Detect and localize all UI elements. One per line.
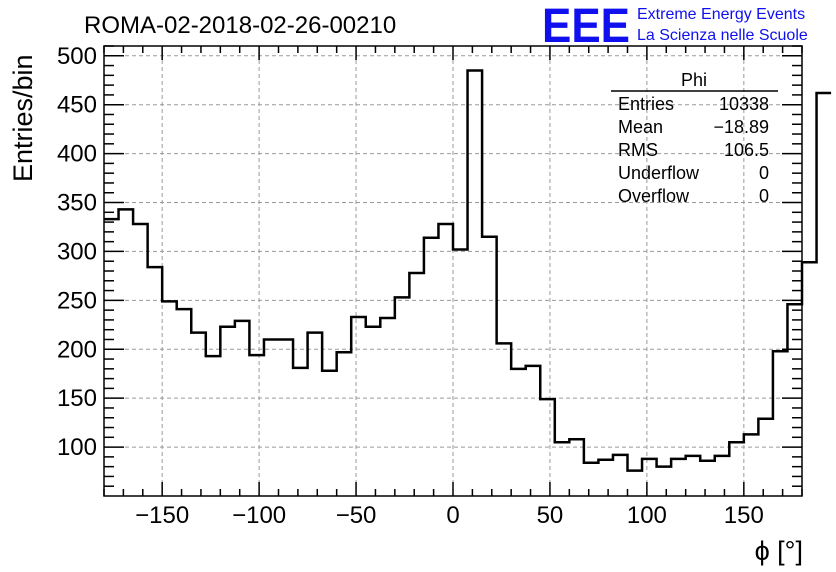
stats-label: Overflow bbox=[618, 186, 690, 206]
x-tick-label: 50 bbox=[537, 502, 564, 529]
x-tick-label: −150 bbox=[135, 502, 189, 529]
x-tick-label: 150 bbox=[724, 502, 764, 529]
stats-label: RMS bbox=[618, 140, 658, 160]
axis-ticks bbox=[103, 45, 803, 496]
x-tick-label: 100 bbox=[627, 502, 667, 529]
stats-label: Entries bbox=[618, 94, 674, 114]
y-tick-label: 500 bbox=[57, 43, 97, 70]
x-tick-label: −50 bbox=[336, 502, 377, 529]
stats-value: 0 bbox=[759, 163, 769, 183]
x-tick-label: 0 bbox=[446, 502, 459, 529]
y-tick-label: 250 bbox=[57, 287, 97, 314]
stats-value: 10338 bbox=[719, 94, 769, 114]
y-tick-label: 300 bbox=[57, 238, 97, 265]
x-axis-title: ϕ [°] bbox=[755, 536, 803, 566]
grid-lines bbox=[104, 46, 802, 496]
y-axis-title: Entries/bin bbox=[8, 54, 38, 182]
logo-line-2: La Scienza nelle Scuole bbox=[637, 27, 808, 44]
stats-label: Underflow bbox=[618, 163, 700, 183]
stats-box: Phi Entries 10338 Mean −18.89 RMS 106.5 Underf… bbox=[611, 70, 778, 206]
stats-label: Mean bbox=[618, 117, 663, 137]
y-tick-label: 350 bbox=[57, 190, 97, 217]
y-tick-label: 150 bbox=[57, 385, 97, 412]
stats-value: 0 bbox=[759, 186, 769, 206]
y-tick-label: 200 bbox=[57, 336, 97, 363]
eee-logo: EEE bbox=[542, 0, 630, 53]
chart-title: ROMA-02-2018-02-26-00210 bbox=[84, 12, 396, 39]
y-tick-label: 400 bbox=[57, 141, 97, 168]
y-tick-labels: 100 150 200 250 300 350 400 450 500 bbox=[57, 43, 97, 461]
stats-name: Phi bbox=[681, 70, 707, 90]
stats-value: 106.5 bbox=[724, 140, 769, 160]
x-tick-label: −100 bbox=[232, 502, 286, 529]
histogram-line bbox=[104, 69, 832, 472]
stats-value: −18.89 bbox=[713, 117, 769, 137]
x-tick-labels: −150 −100 −50 0 50 100 150 bbox=[135, 502, 764, 529]
logo-line-1: Extreme Energy Events bbox=[637, 6, 805, 23]
y-tick-label: 100 bbox=[57, 434, 97, 461]
y-tick-label: 450 bbox=[57, 92, 97, 119]
